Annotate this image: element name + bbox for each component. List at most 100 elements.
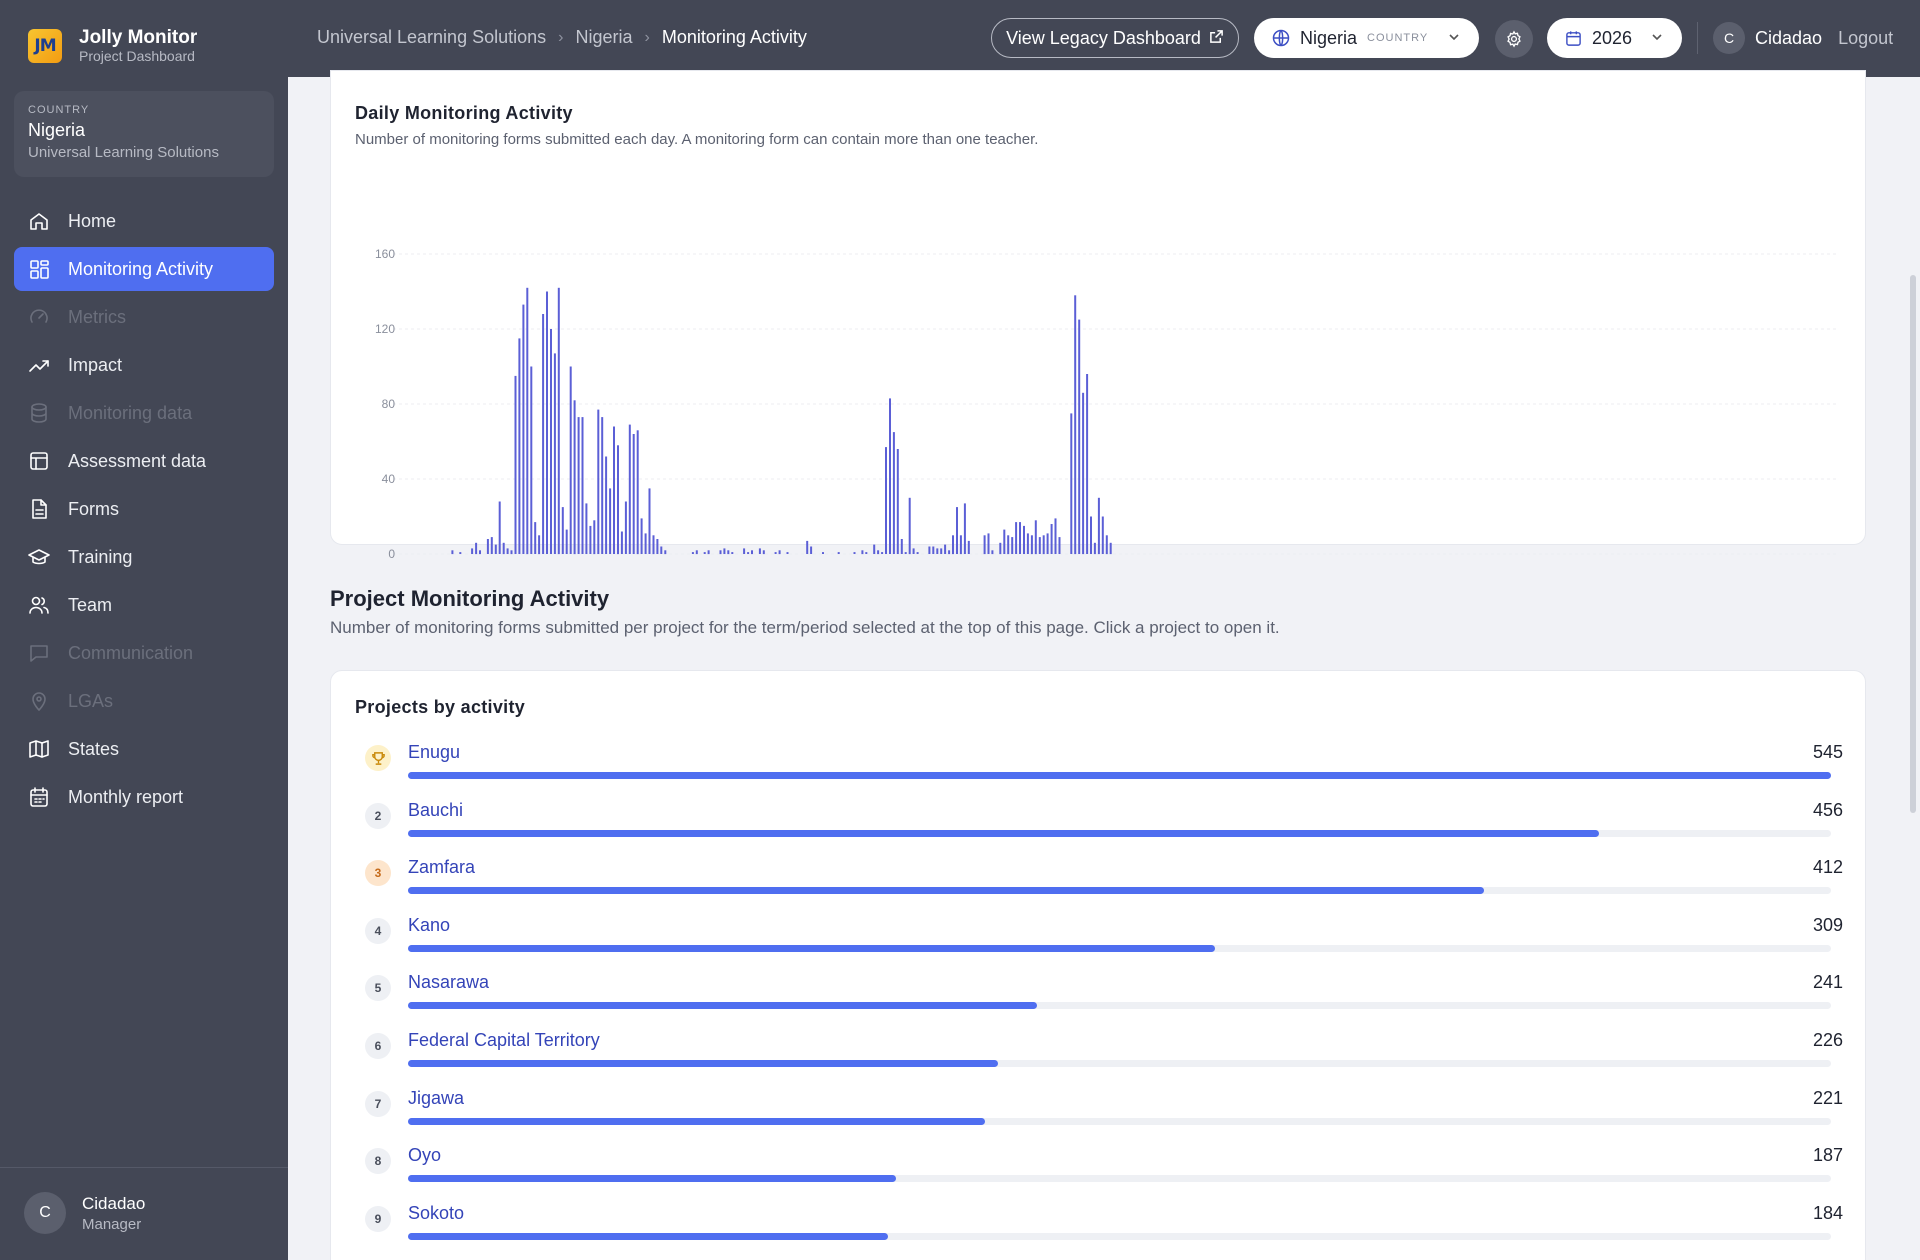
chart-bar[interactable] [774,552,777,554]
project-row[interactable]: 2 Bauchi 456 [365,800,1843,850]
project-row[interactable]: 5 Nasarawa 241 [365,972,1843,1022]
chart-bar[interactable] [490,537,493,554]
avatar[interactable]: C [1713,22,1745,54]
chart-bar[interactable] [502,542,505,555]
chart-bar[interactable] [963,503,966,554]
chart-bar[interactable] [1058,537,1061,554]
sidebar-item-assessment-data[interactable]: Assessment data [14,439,274,483]
chart-bar[interactable] [628,424,631,554]
avatar[interactable]: C [24,1192,66,1234]
chart-bar[interactable] [632,434,635,554]
chart-bar[interactable] [1046,533,1049,554]
chart-bar[interactable] [1086,374,1089,554]
chart-bar[interactable] [1078,319,1081,554]
brand[interactable]: JM Jolly Monitor Project Dashboard [28,27,197,65]
chart-bar[interactable] [940,548,943,554]
chart-bar[interactable] [1109,542,1112,555]
chart-bar[interactable] [526,287,529,555]
chart-bar[interactable] [664,550,667,555]
chart-bar[interactable] [1082,392,1085,555]
chart-bar[interactable] [999,542,1002,555]
chart-bar[interactable] [967,540,970,554]
chart-bar[interactable] [948,550,951,555]
project-row[interactable]: 3 Zamfara 412 [365,857,1843,907]
chart-bar[interactable] [589,525,592,554]
chart-bar[interactable] [1074,295,1077,555]
chart-bar[interactable] [983,535,986,555]
chart-bar[interactable] [510,550,513,555]
chart-bar[interactable] [546,291,548,555]
user-name[interactable]: Cidadao [1755,27,1823,48]
chart-bar[interactable] [577,417,580,554]
chart-bar[interactable] [747,552,750,554]
chart-bar[interactable] [806,540,809,554]
chart-bar[interactable] [900,539,903,554]
view-legacy-dashboard-button[interactable]: View Legacy Dashboard [991,18,1239,58]
chart-bar[interactable] [719,550,722,555]
project-row[interactable]: 4 Kano 309 [365,915,1843,965]
chart-bar[interactable] [896,449,899,554]
chart-bar[interactable] [538,535,541,555]
chart-bar[interactable] [837,552,840,554]
chart-bar[interactable] [723,548,726,554]
chart-bar[interactable] [853,552,856,554]
chart-bar[interactable] [506,548,509,554]
logout-link[interactable]: Logout [1838,27,1894,48]
chart-bar[interactable] [707,550,710,555]
chart-bar[interactable] [695,550,698,555]
sidebar-item-states[interactable]: States [14,727,274,771]
chart-bar[interactable] [498,501,501,555]
chart-bar[interactable] [758,548,761,554]
chart-bar[interactable] [1050,524,1053,554]
chart-bar[interactable] [656,539,659,554]
project-row[interactable]: 9 Sokoto 184 [365,1203,1843,1253]
chart-bar[interactable] [928,546,931,555]
chart-bar[interactable] [861,550,864,555]
scrollbar[interactable] [1910,275,1916,813]
chart-bar[interactable] [908,497,911,555]
chart-bar[interactable] [1070,413,1073,554]
chart-bar[interactable] [1011,537,1014,554]
chart-bar[interactable] [1003,529,1006,554]
chart-bar[interactable] [550,329,552,554]
chart-bar[interactable] [518,338,521,554]
chart-bar[interactable] [617,445,619,555]
project-row[interactable]: Enugu 545 [365,742,1843,792]
year-selector[interactable]: 2026 [1547,18,1682,58]
chart-bar[interactable] [605,456,608,555]
chart-bar[interactable] [557,287,560,555]
project-name[interactable]: Kano [408,914,451,935]
chart-bar[interactable] [569,366,572,555]
chart-bar[interactable] [486,539,489,554]
chart-bar[interactable] [885,447,887,554]
chart-bar[interactable] [601,417,604,554]
sidebar-item-team[interactable]: Team [14,583,274,627]
chart-bar[interactable] [873,544,876,554]
chart-bar[interactable] [542,314,545,554]
country-selector[interactable]: Nigeria COUNTRY [1254,18,1479,58]
chart-bar[interactable] [565,529,568,554]
chart-bar[interactable] [471,548,474,554]
chart-bar[interactable] [451,550,454,555]
sidebar-item-training[interactable]: Training [14,535,274,579]
project-name[interactable]: Federal Capital Territory [408,1030,600,1050]
chart-bar[interactable] [475,542,478,555]
chart-bar[interactable] [786,552,789,554]
chart-bar[interactable] [644,533,647,554]
chart-bar[interactable] [1026,533,1029,554]
chart-bar[interactable] [1105,535,1108,555]
chart-bar[interactable] [904,552,907,554]
chart-bar[interactable] [822,552,824,554]
project-name[interactable]: Zamfara [408,857,476,878]
chart-bar[interactable] [479,550,481,555]
chart-bar[interactable] [956,507,958,554]
chart-bar[interactable] [751,550,753,555]
chart-bar[interactable] [703,552,706,554]
chart-bar[interactable] [652,535,655,555]
project-name[interactable]: Enugu [408,742,461,762]
project-name[interactable]: Bauchi [408,799,464,820]
chart-bar[interactable] [613,426,615,555]
chart-bar[interactable] [1007,535,1010,555]
chart-bar[interactable] [1093,542,1096,555]
chart-bar[interactable] [561,507,564,554]
